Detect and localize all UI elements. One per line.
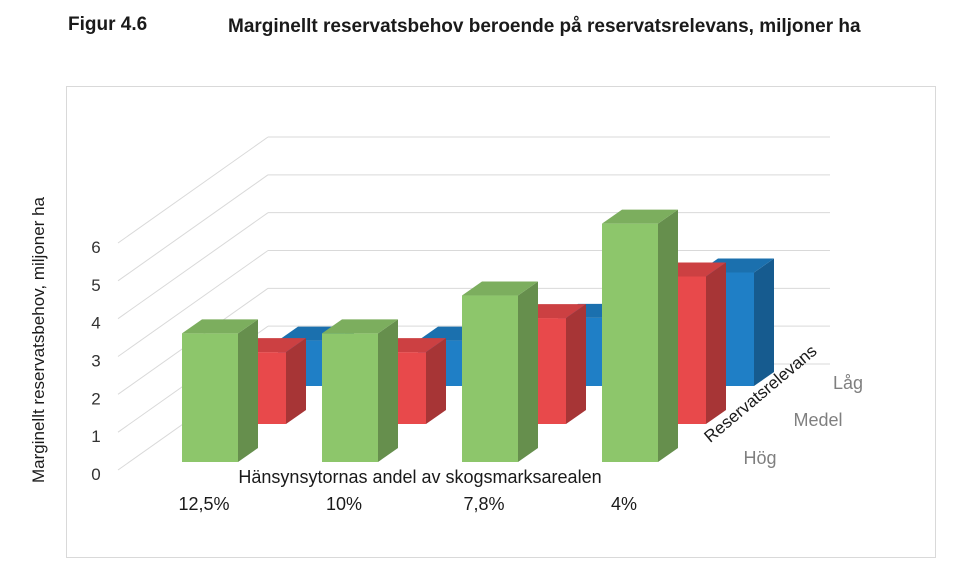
- bar-Låg-2: [462, 295, 518, 462]
- y-tick-label: 5: [91, 276, 100, 295]
- bar-side: [754, 258, 774, 386]
- y-tick-label: 3: [91, 352, 100, 371]
- bar-side: [658, 209, 678, 462]
- y-axis-label: Marginellt reservatsbehov, miljoner ha: [29, 196, 48, 483]
- bar-side: [706, 262, 726, 424]
- y-tick-label: 1: [91, 427, 100, 446]
- gridline-side: [117, 250, 269, 357]
- figure-label: Figur 4.6: [68, 14, 148, 35]
- x-tick-label: 4%: [611, 494, 637, 514]
- x-tick-label: 10%: [326, 494, 362, 514]
- bar-side: [286, 338, 306, 424]
- bar-top: [602, 209, 678, 224]
- bar-top: [462, 281, 538, 296]
- y-tick-label: 6: [91, 238, 100, 257]
- bar-top: [322, 319, 398, 334]
- bar-side: [426, 338, 446, 424]
- bar-side: [238, 319, 258, 462]
- bar-Låg-3: [602, 223, 658, 462]
- bars: [182, 209, 774, 462]
- bar-Låg-1: [322, 333, 378, 462]
- bar-side: [518, 281, 538, 462]
- x-tick-label: 7,8%: [463, 494, 504, 514]
- bar-side: [378, 319, 398, 462]
- z-tick-label-Hög: Hög: [743, 448, 776, 468]
- y-tick-label: 0: [91, 465, 100, 484]
- bar-top: [182, 319, 258, 334]
- figure-title: Marginellt reservatsbehov beroende på re…: [228, 16, 861, 37]
- x-axis-label: Hänsynsytornas andel av skogsmarksareale…: [238, 467, 601, 487]
- z-tick-label-Låg: Låg: [833, 373, 863, 393]
- x-tick-label: 12,5%: [178, 494, 229, 514]
- bar-Låg-0: [182, 333, 238, 462]
- y-ticks: 0 1 2 3 4 5 6: [91, 238, 100, 484]
- chart-frame: [66, 86, 936, 558]
- y-tick-label: 4: [91, 314, 100, 333]
- gridline-side: [117, 174, 269, 282]
- z-tick-label-Medel: Medel: [793, 410, 842, 430]
- y-tick-label: 2: [91, 389, 100, 408]
- gridline-side: [117, 136, 269, 244]
- bar-side: [566, 304, 586, 424]
- gridline-side: [117, 212, 269, 320]
